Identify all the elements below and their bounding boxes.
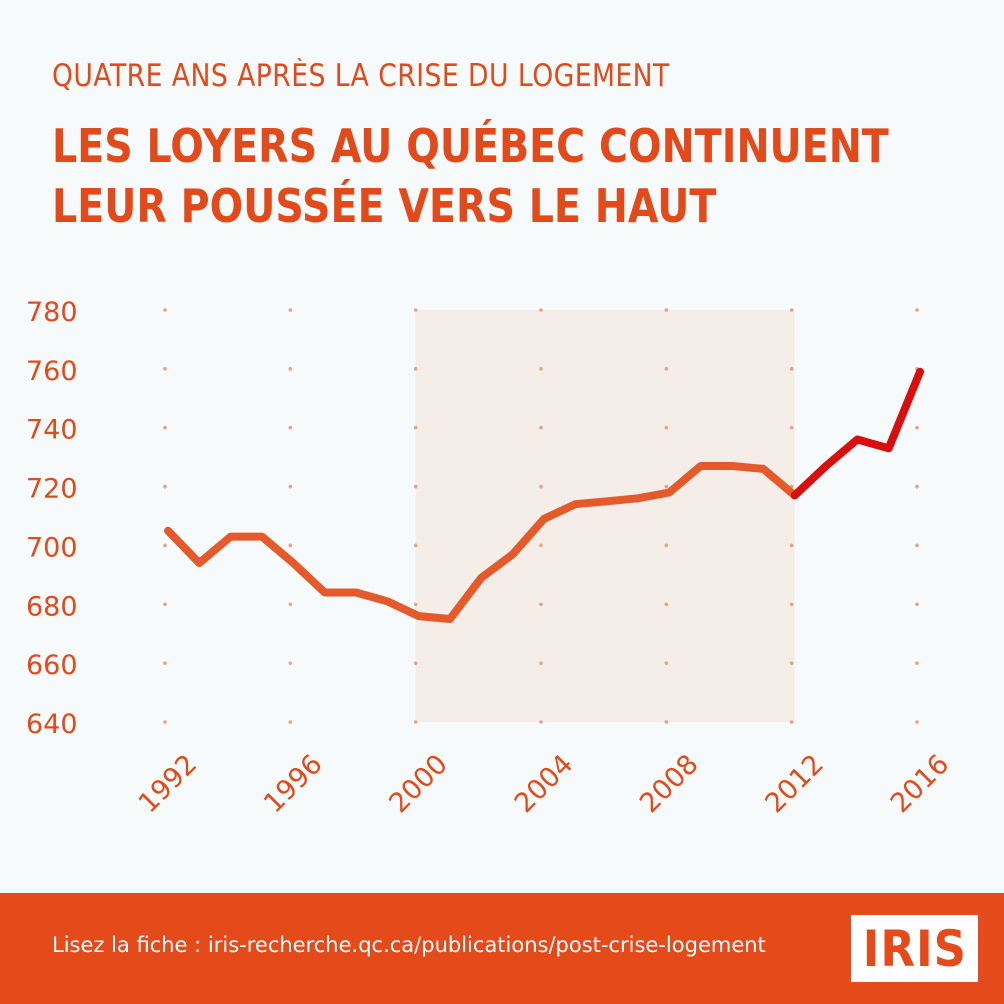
grid-dot	[539, 543, 543, 548]
chart-title: LES LOYERS AU QUÉBEC CONTINUENT LEUR POU…	[52, 116, 889, 236]
chart-title-line-1: LES LOYERS AU QUÉBEC CONTINUENT	[52, 119, 889, 173]
grid-dot	[539, 661, 543, 665]
grid-dot	[664, 543, 669, 548]
grid-dot	[413, 308, 418, 312]
grid-dot	[539, 720, 543, 724]
chart-subtitle: QUATRE ANS APRÈS LA CRISE DU LOGEMENT	[52, 58, 670, 94]
grid-dot	[789, 720, 794, 724]
grid-dot	[288, 720, 293, 724]
grid-dot	[163, 367, 167, 371]
x-tick-label: 2008	[634, 749, 705, 820]
y-tick-label: 660	[26, 650, 78, 681]
grid-dot	[915, 720, 919, 724]
grid-dot	[163, 308, 167, 312]
x-tick-label: 2016	[885, 749, 956, 820]
grid-dot	[539, 367, 543, 371]
grid-dot	[789, 661, 794, 665]
y-tick-label: 680	[26, 591, 78, 622]
grid-dot	[288, 425, 293, 430]
grid-dot	[789, 425, 794, 430]
chart-title-line-2: LEUR POUSSÉE VERS LE HAUT	[52, 179, 717, 233]
grid-dot	[539, 425, 543, 430]
y-tick-label: 640	[26, 709, 78, 740]
grid-dot	[163, 720, 167, 724]
grid-dot	[163, 543, 167, 548]
x-tick-label: 2000	[383, 749, 454, 820]
y-tick-label: 780	[26, 297, 78, 328]
grid-dot	[789, 543, 794, 548]
iris-logo-text: IRIS	[862, 919, 967, 978]
grid-dot	[163, 661, 167, 665]
x-tick-label: 2004	[509, 749, 580, 820]
x-tick-label: 1992	[133, 749, 204, 820]
x-tick-label: 2012	[759, 749, 830, 820]
y-tick-label: 760	[26, 356, 78, 387]
x-tick-label: 1996	[258, 749, 329, 820]
grid-dot	[915, 661, 919, 665]
grid-dot	[288, 543, 293, 548]
grid-dot	[413, 484, 418, 489]
grid-dot	[539, 308, 543, 312]
grid-dot	[413, 543, 418, 548]
grid-dot	[664, 661, 669, 665]
grid-dot	[288, 308, 293, 312]
grid-dot	[413, 661, 418, 665]
grid-dot	[539, 484, 543, 489]
grid-dot	[413, 602, 418, 607]
grid-dot	[413, 425, 418, 430]
rent-line-main	[164, 462, 799, 623]
grid-dot	[789, 602, 794, 607]
grid-dot	[413, 367, 418, 371]
rent-line-recent	[790, 367, 924, 500]
grid-dot	[288, 602, 293, 607]
grid-dot	[664, 720, 669, 724]
grid-dot	[664, 484, 669, 489]
grid-dot	[163, 602, 167, 607]
grid-dot	[789, 308, 794, 312]
line-chart: 780 760 740 720 700 680 660 640 1992 1996 2000 200…	[26, 297, 956, 820]
grid-dot	[915, 543, 919, 548]
grid-dot	[915, 484, 919, 489]
grid-dot	[288, 367, 293, 371]
grid-dot	[664, 308, 669, 312]
grid-dot	[163, 484, 167, 489]
grid-dot	[664, 425, 669, 430]
grid-dot	[539, 602, 543, 607]
grid-dot	[789, 367, 794, 371]
grid-dot	[163, 425, 167, 430]
shaded-region	[415, 310, 795, 722]
grid-dot	[288, 661, 293, 665]
grid-dot	[664, 367, 669, 371]
grid-dot	[413, 720, 418, 724]
grid-dot	[288, 484, 293, 489]
grid-dot	[915, 602, 919, 607]
y-tick-label: 740	[26, 415, 78, 446]
grid-dot	[915, 425, 919, 430]
y-tick-label: 720	[26, 474, 78, 505]
y-tick-label: 700	[26, 532, 78, 563]
footer-bar: Lisez la fiche : iris-recherche.qc.ca/pu…	[0, 893, 1004, 1004]
footer-link[interactable]: Lisez la fiche : iris-recherche.qc.ca/pu…	[52, 933, 766, 957]
iris-logo: IRIS	[851, 915, 978, 982]
grid-dot	[915, 308, 919, 312]
grid-dot	[664, 602, 669, 607]
